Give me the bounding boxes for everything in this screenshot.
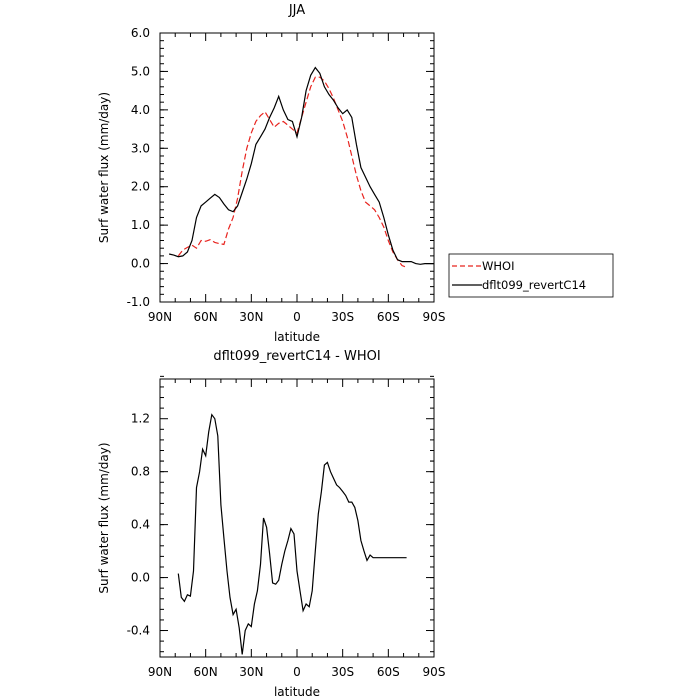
x-tick-label: 30N (239, 310, 263, 324)
chart-top: JJA latitude Surf water flux (mm/day) 90… (97, 3, 445, 344)
y-tick-label: 0.0 (131, 257, 150, 271)
y-tick-label: 4.0 (131, 103, 150, 117)
y-tick-label: -0.4 (127, 624, 150, 638)
legend: WHOI dflt099_revertC14 (448, 253, 614, 298)
x-tick-label: 30S (331, 665, 354, 679)
chart-top-xlabel: latitude (274, 330, 320, 344)
y-tick-label: 2.0 (131, 180, 150, 194)
x-tick-label: 0 (293, 310, 301, 324)
chart-top-title: JJA (288, 3, 305, 18)
chart-bottom-ylabel: Surf water flux (mm/day) (97, 442, 111, 593)
y-tick-label: 5.0 (131, 64, 150, 78)
chart-bottom-title: dflt099_revertC14 - WHOI (213, 349, 380, 364)
x-tick-label: 60N (194, 665, 218, 679)
chart-bottom: dflt099_revertC14 - WHOI latitude Surf w… (97, 349, 445, 699)
legend-entry-dflt099: dflt099_revertC14 (482, 278, 586, 292)
x-tick-label: 90N (148, 310, 172, 324)
y-tick-label: 0.4 (131, 518, 150, 532)
chart-top-ticks: 90N 60N 30N 0 30S 60S 90S -1.0 0.0 1.0 2.0 3.0 4.0 5.… (127, 26, 446, 324)
chart-top-frame (159, 32, 435, 303)
y-tick-label: -1.0 (127, 295, 150, 309)
series-line-dflt099-revertc14 (168, 66, 434, 265)
x-tick-label: 90N (148, 665, 172, 679)
y-tick-label: 6.0 (131, 26, 150, 40)
chart-bottom-xlabel: latitude (274, 685, 320, 699)
y-tick-label: 1.2 (131, 412, 150, 426)
x-tick-label: 0 (293, 665, 301, 679)
x-tick-label: 90S (423, 665, 446, 679)
chart-bottom-frame (159, 378, 435, 658)
x-tick-label: 60S (377, 310, 400, 324)
y-tick-label: 3.0 (131, 141, 150, 155)
chart-bottom-ticks: 90N 60N 30N 0 30S 60S 90S -0.4 0.0 0.4 0.8 1.2 (127, 375, 446, 679)
y-tick-label: 0.0 (131, 571, 150, 585)
series-line-difference (177, 413, 407, 655)
series-line-whoi (177, 76, 407, 268)
x-tick-label: 60S (377, 665, 400, 679)
legend-entry-whoi: WHOI (482, 259, 514, 273)
legend-box (448, 253, 614, 298)
x-tick-label: 30S (331, 310, 354, 324)
y-tick-label: 0.8 (131, 465, 150, 479)
y-tick-label: 1.0 (131, 218, 150, 232)
chart-top-series (168, 66, 434, 268)
x-tick-label: 60N (194, 310, 218, 324)
chart-bottom-series (177, 413, 407, 655)
chart-top-ylabel: Surf water flux (mm/day) (97, 92, 111, 243)
x-tick-label: 30N (239, 665, 263, 679)
x-tick-label: 90S (423, 310, 446, 324)
